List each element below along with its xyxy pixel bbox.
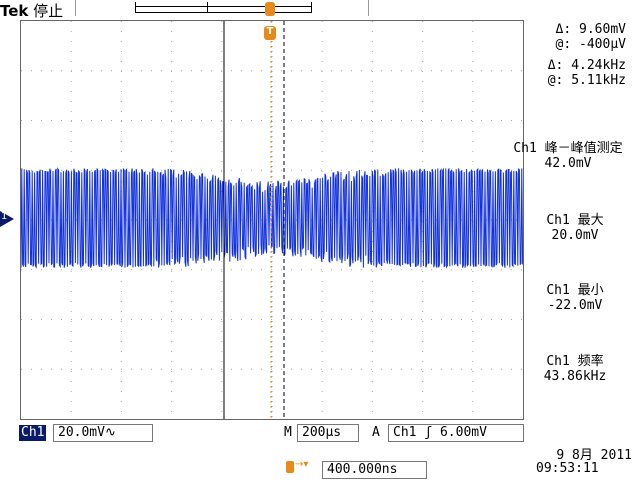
channel-1-marker-label: 1 (1, 211, 7, 222)
cursor-delta-voltage: 9.60mV (579, 22, 626, 37)
measurement-max: Ch1 最大 20.0mV (520, 213, 630, 243)
rising-edge-icon: ʃ (424, 425, 432, 440)
trigger-level: 6.00mV (440, 425, 487, 440)
trigger-position[interactable]: 400.000ns (322, 461, 427, 479)
trigger-position-icon (286, 461, 294, 473)
acquisition-status: 停止 (33, 2, 63, 20)
trigger-settings[interactable]: Ch1 ʃ 6.00mV (388, 424, 524, 442)
trigger-source: Ch1 (393, 425, 416, 440)
record-view-bracket (135, 2, 312, 13)
channel-1-waveform (21, 168, 523, 267)
measurement-min: Ch1 最小 -22.0mV (520, 283, 630, 313)
time: 09:53:11 (536, 461, 599, 476)
measurement-frequency: Ch1 频率 43.86kHz (520, 354, 630, 384)
arrow-icon: →▾ (295, 459, 308, 470)
trigger-position-icon (265, 2, 275, 16)
timebase-scale[interactable]: 200µs (297, 424, 359, 442)
trigger-marker-icon[interactable]: T (264, 26, 276, 40)
waveform-display (21, 21, 523, 419)
trigger-label: A (372, 425, 380, 441)
divider (75, 0, 76, 16)
divider (368, 0, 369, 16)
cursor-at-frequency: 5.11kHz (571, 73, 626, 88)
cursor-at-voltage: -400µV (579, 37, 626, 52)
cursor-delta-frequency: 4.24kHz (571, 58, 626, 73)
channel-1-button[interactable]: Ch1 (19, 425, 46, 441)
vertical-scale[interactable]: 20.0mV∿ (53, 424, 153, 442)
cursor-readout: Δ: 9.60mV @: -400µV Δ: 4.24kHz @: 5.11kH… (548, 22, 626, 88)
header: Tek 停止 (0, 0, 63, 21)
graticule (20, 20, 524, 420)
measurement-pk-pk: Ch1 峰－峰值测定 42.0mV (498, 141, 638, 171)
brand-logo: Tek (0, 2, 28, 20)
timebase-label: M (284, 425, 292, 441)
